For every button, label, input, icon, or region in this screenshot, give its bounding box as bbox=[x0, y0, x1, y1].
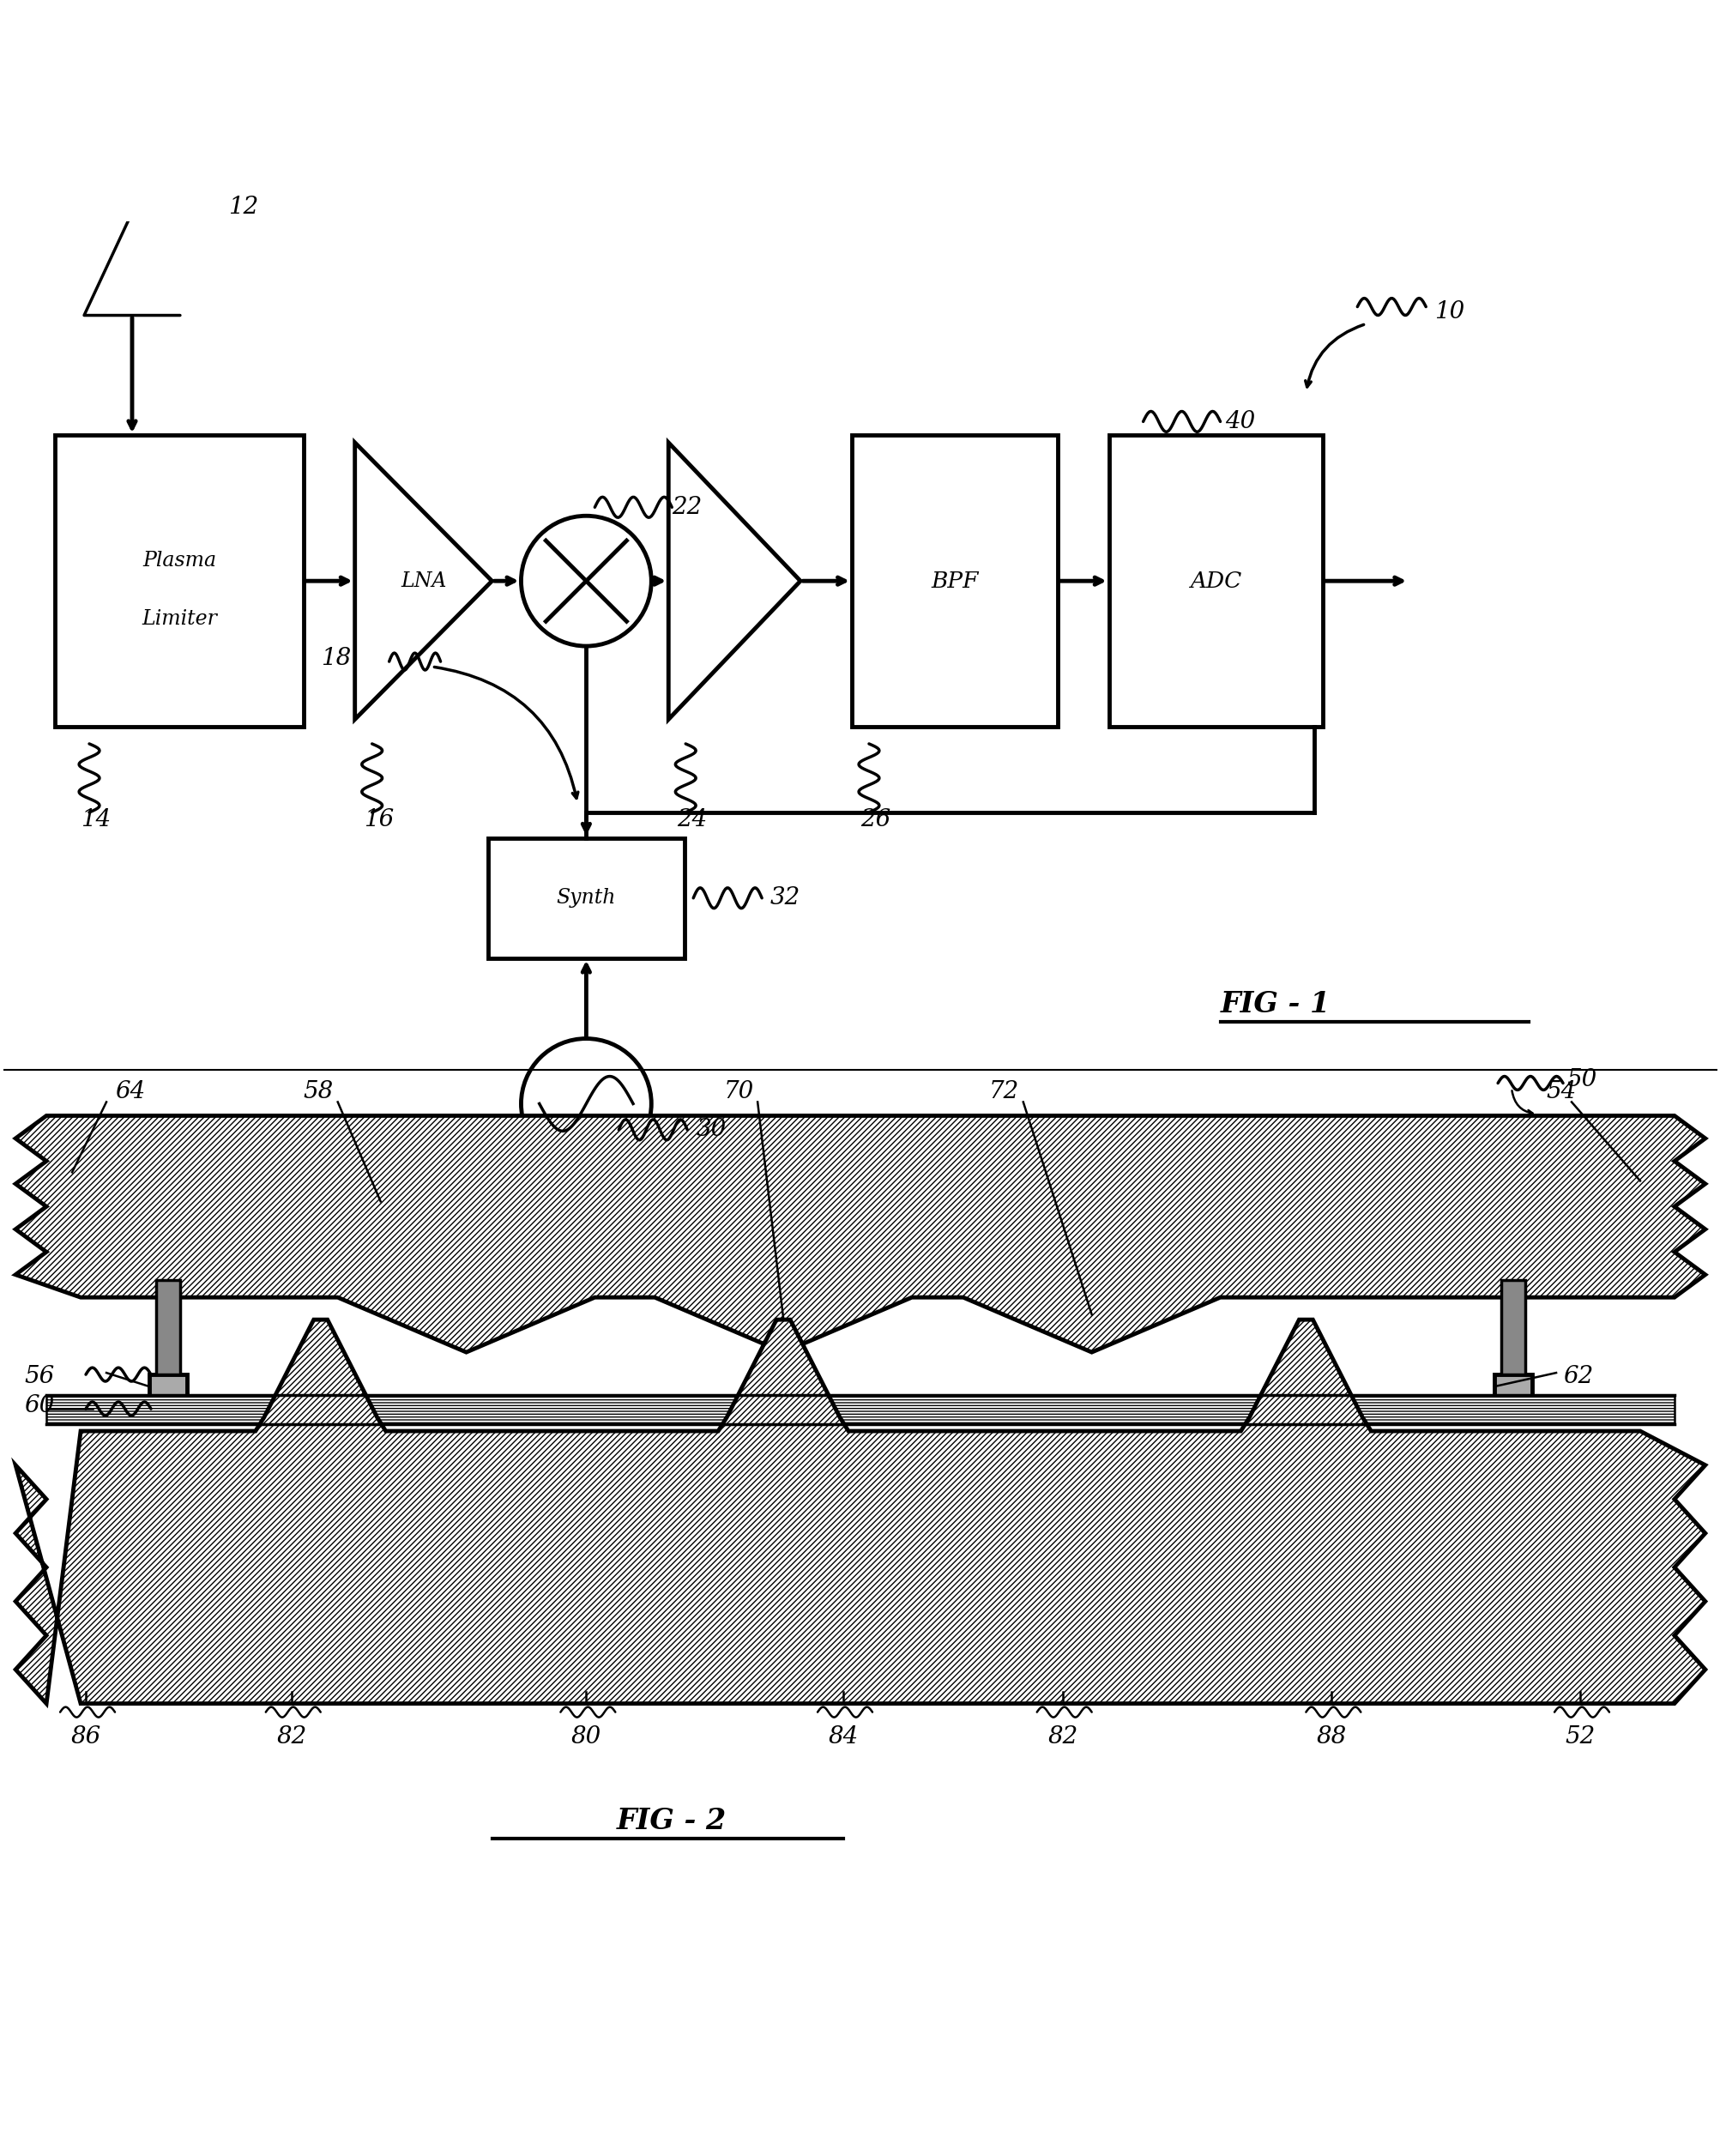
Text: 50: 50 bbox=[1565, 1069, 1596, 1091]
Text: 32: 32 bbox=[771, 886, 800, 910]
Bar bbox=[487, 839, 685, 957]
Text: 10: 10 bbox=[1434, 300, 1464, 323]
Polygon shape bbox=[15, 1319, 1705, 1703]
Bar bbox=[851, 436, 1058, 727]
Text: 14: 14 bbox=[81, 808, 110, 832]
Text: 54: 54 bbox=[1545, 1080, 1576, 1104]
Bar bbox=[55, 436, 303, 727]
Polygon shape bbox=[46, 1395, 1674, 1425]
Text: FIG - 2: FIG - 2 bbox=[616, 1807, 726, 1835]
Text: 24: 24 bbox=[676, 808, 707, 832]
Text: 70: 70 bbox=[722, 1080, 753, 1104]
Text: Plasma: Plasma bbox=[143, 550, 217, 571]
Text: 58: 58 bbox=[303, 1080, 334, 1104]
Text: LNA: LNA bbox=[401, 571, 445, 591]
Text: 72: 72 bbox=[989, 1080, 1018, 1104]
Text: 82: 82 bbox=[277, 1725, 306, 1749]
Text: 88: 88 bbox=[1316, 1725, 1347, 1749]
Text: 82: 82 bbox=[1047, 1725, 1077, 1749]
Text: 86: 86 bbox=[71, 1725, 101, 1749]
Bar bbox=[157, 1281, 181, 1376]
Text: 52: 52 bbox=[1563, 1725, 1594, 1749]
Polygon shape bbox=[354, 442, 492, 720]
Text: 80: 80 bbox=[571, 1725, 600, 1749]
Text: Limiter: Limiter bbox=[141, 608, 217, 630]
Text: Synth: Synth bbox=[556, 888, 616, 908]
Text: 56: 56 bbox=[24, 1365, 55, 1388]
Circle shape bbox=[521, 515, 652, 647]
Text: FIG - 1: FIG - 1 bbox=[1219, 990, 1330, 1018]
Polygon shape bbox=[667, 442, 800, 720]
Text: 16: 16 bbox=[363, 808, 394, 832]
Text: 60: 60 bbox=[24, 1395, 55, 1416]
Polygon shape bbox=[15, 1115, 1705, 1352]
Bar bbox=[1108, 436, 1323, 727]
Text: 64: 64 bbox=[115, 1080, 144, 1104]
Text: BPF: BPF bbox=[931, 569, 979, 591]
Text: 26: 26 bbox=[860, 808, 891, 832]
Text: 12: 12 bbox=[229, 196, 258, 220]
Bar bbox=[1493, 1376, 1531, 1412]
Text: 30: 30 bbox=[695, 1119, 726, 1141]
Text: 22: 22 bbox=[671, 496, 702, 520]
Text: 18: 18 bbox=[320, 647, 351, 671]
Bar bbox=[1500, 1281, 1524, 1376]
Text: 62: 62 bbox=[1562, 1365, 1593, 1388]
Text: 84: 84 bbox=[827, 1725, 858, 1749]
Circle shape bbox=[521, 1039, 652, 1169]
Bar bbox=[150, 1376, 187, 1412]
Text: ADC: ADC bbox=[1190, 569, 1242, 591]
Text: 40: 40 bbox=[1225, 410, 1256, 433]
